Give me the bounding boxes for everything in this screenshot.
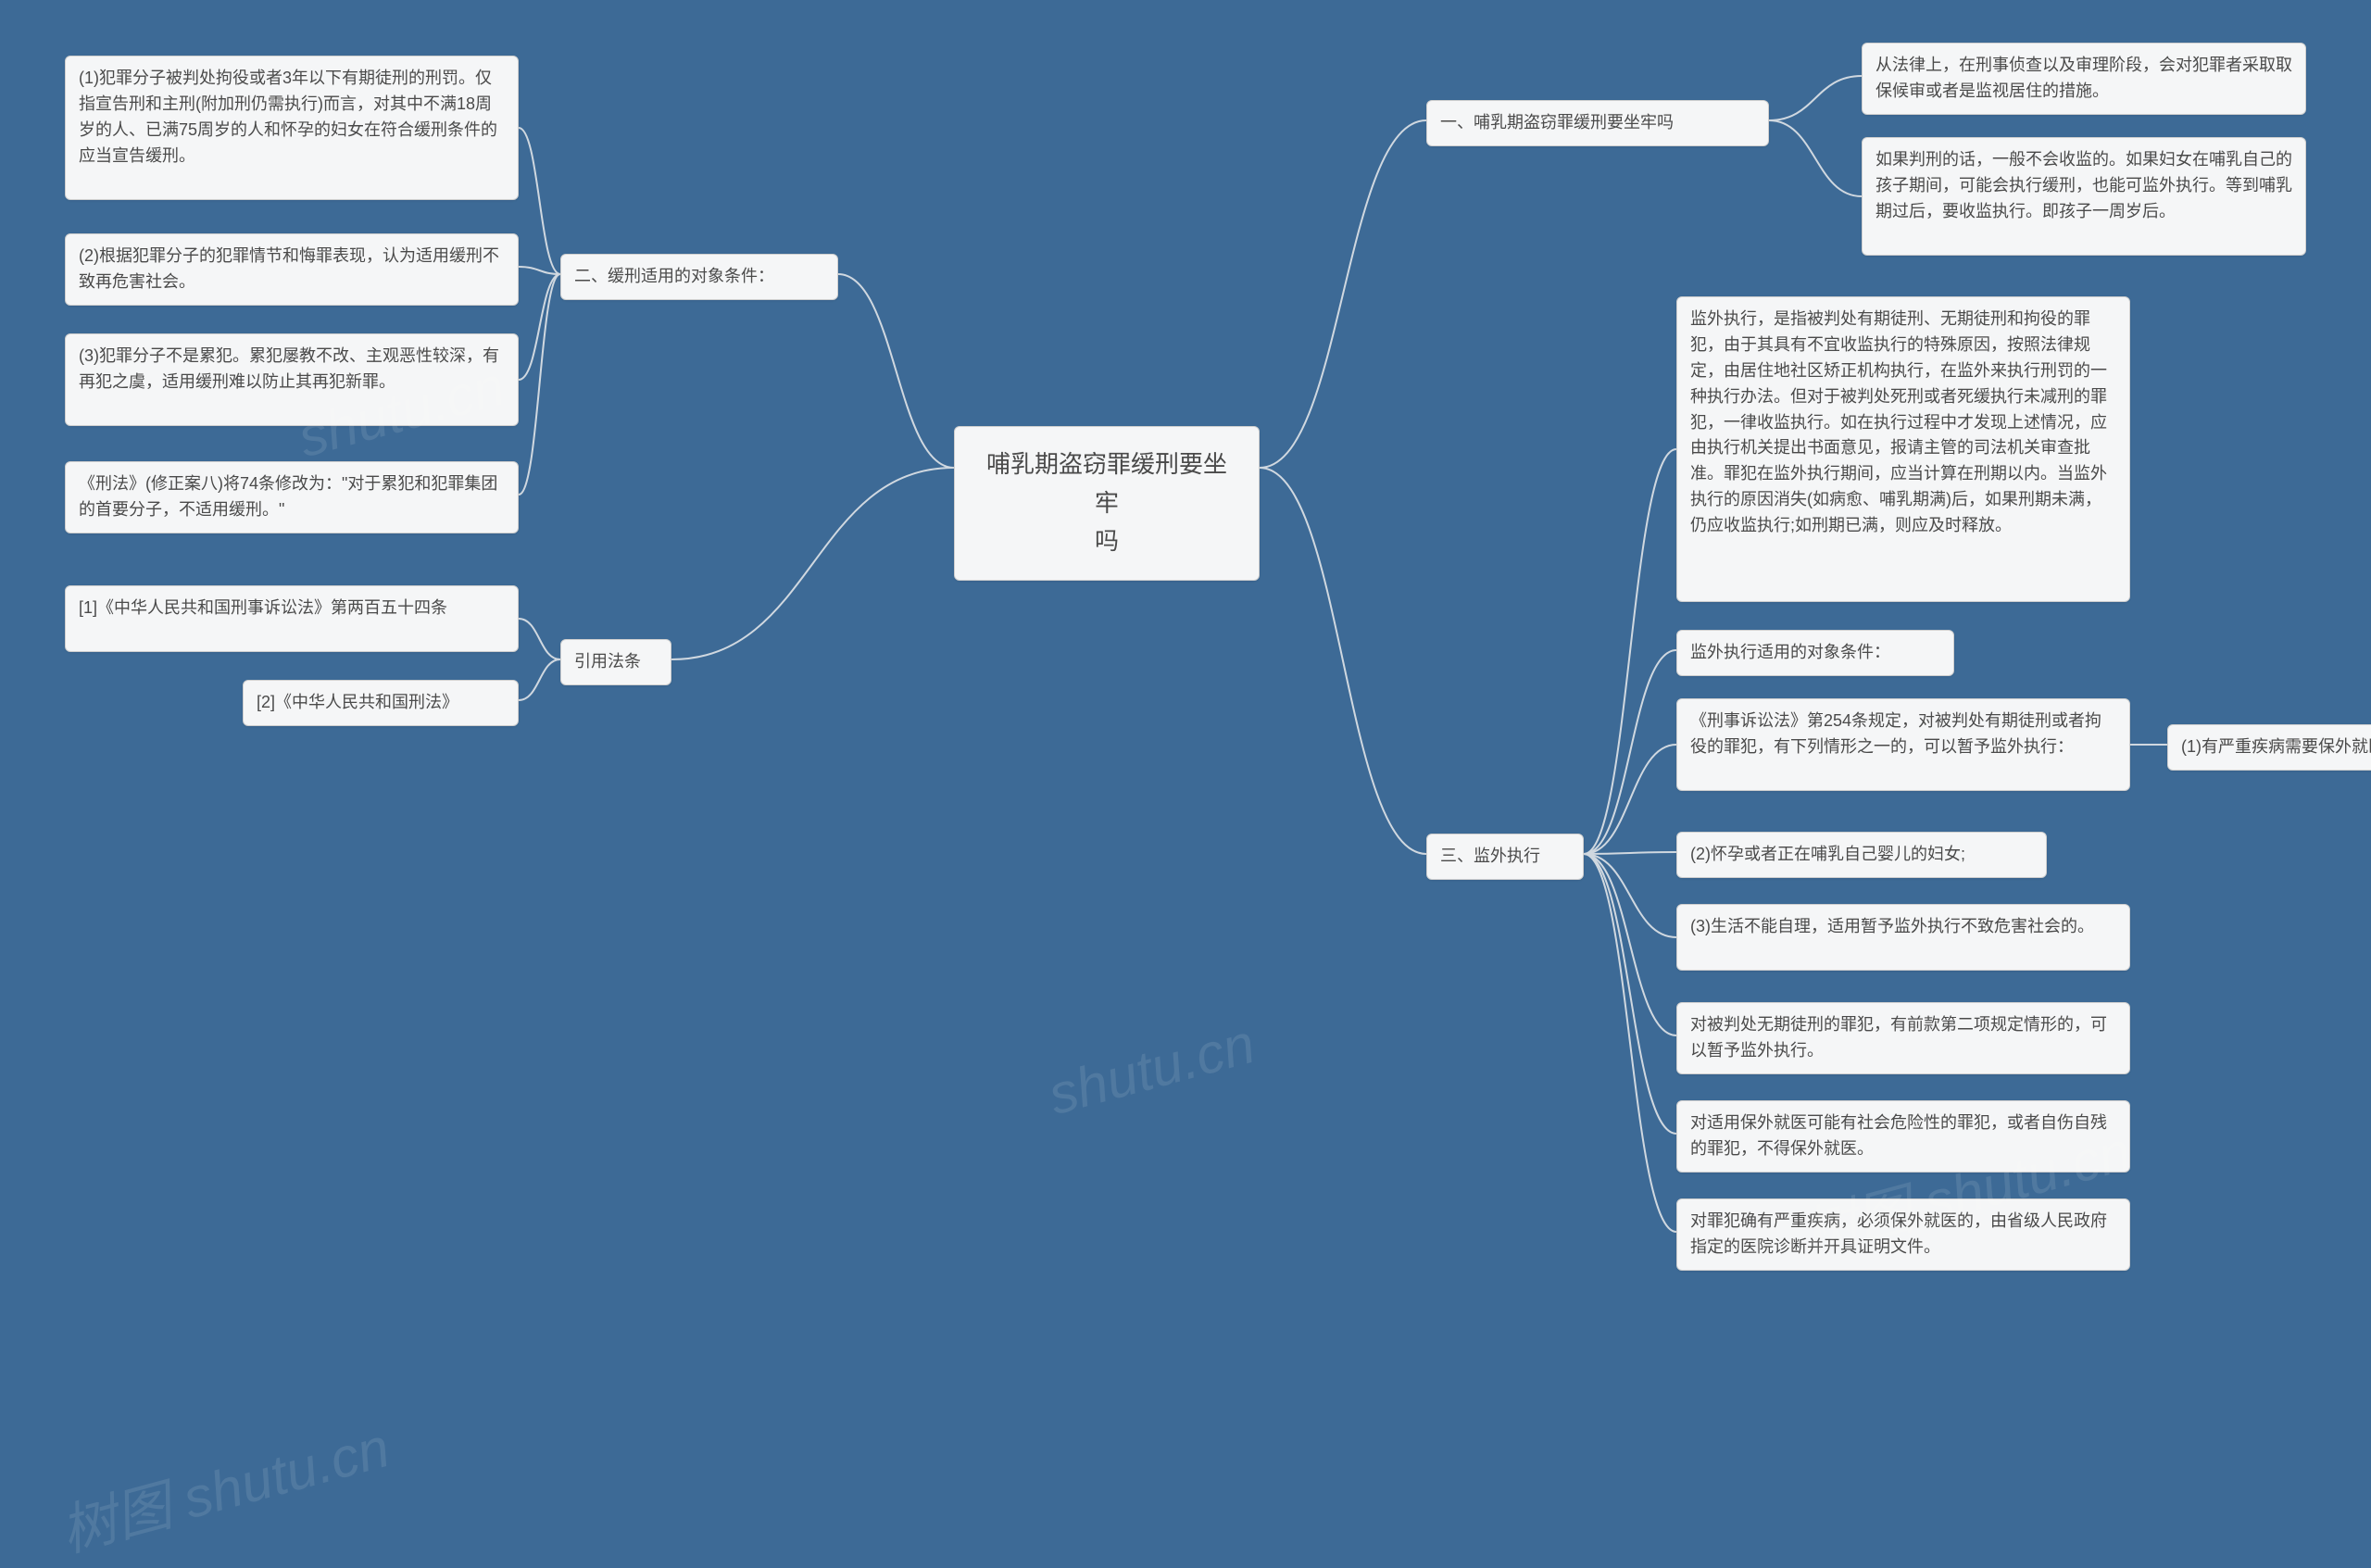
leaf-right-1-4: (3)生活不能自理，适用暂予监外执行不致危害社会的。 xyxy=(1676,904,2130,971)
leaf-right-1-2: 《刑事诉讼法》第254条规定，对被判处有期徒刑或者拘役的罪犯，有下列情形之一的，… xyxy=(1676,698,2130,791)
leaf-right-1-7: 对罪犯确有严重疾病，必须保外就医的，由省级人民政府指定的医院诊断并开具证明文件。 xyxy=(1676,1198,2130,1271)
leaf-right-1-6: 对适用保外就医可能有社会危险性的罪犯，或者自伤自残的罪犯，不得保外就医。 xyxy=(1676,1100,2130,1173)
branch-right-1: 三、监外执行 xyxy=(1426,834,1584,880)
watermark: shutu.cn xyxy=(1042,1011,1261,1127)
leaf-left-1-1: [2]《中华人民共和国刑法》 xyxy=(243,680,519,726)
leaf-right-1-1: 监外执行适用的对象条件： xyxy=(1676,630,1954,676)
leaf-left-0-0: (1)犯罪分子被判处拘役或者3年以下有期徒刑的刑罚。仅指宣告刑和主刑(附加刑仍需… xyxy=(65,56,519,200)
branch-left-1: 引用法条 xyxy=(560,639,671,685)
leaf-left-0-2: (3)犯罪分子不是累犯。累犯屡教不改、主观恶性较深，有再犯之虞，适用缓刑难以防止… xyxy=(65,333,519,426)
leaf-right-1-5: 对被判处无期徒刑的罪犯，有前款第二项规定情形的，可以暂予监外执行。 xyxy=(1676,1002,2130,1074)
leaf-right-1-3: (2)怀孕或者正在哺乳自己婴儿的妇女; xyxy=(1676,832,2047,878)
leaf-left-0-3: 《刑法》(修正案八)将74条修改为："对于累犯和犯罪集团的首要分子，不适用缓刑。… xyxy=(65,461,519,533)
leaf-right-0-0: 从法律上，在刑事侦查以及审理阶段，会对犯罪者采取取保候审或者是监视居住的措施。 xyxy=(1862,43,2306,115)
leaf-right-1-2-0: (1)有严重疾病需要保外就医的; xyxy=(2167,724,2371,771)
mindmap-center: 哺乳期盗窃罪缓刑要坐牢吗 xyxy=(954,426,1260,581)
leaf-right-0-1: 如果判刑的话，一般不会收监的。如果妇女在哺乳自己的孩子期间，可能会执行缓刑，也能… xyxy=(1862,137,2306,256)
branch-right-0: 一、哺乳期盗窃罪缓刑要坐牢吗 xyxy=(1426,100,1769,146)
watermark: 树图 shutu.cn xyxy=(51,1402,397,1567)
branch-left-0: 二、缓刑适用的对象条件： xyxy=(560,254,838,300)
leaf-left-1-0: [1]《中华人民共和国刑事诉讼法》第两百五十四条 xyxy=(65,585,519,652)
leaf-right-1-0: 监外执行，是指被判处有期徒刑、无期徒刑和拘役的罪犯，由于其具有不宜收监执行的特殊… xyxy=(1676,296,2130,602)
leaf-left-0-1: (2)根据犯罪分子的犯罪情节和悔罪表现，认为适用缓刑不致再危害社会。 xyxy=(65,233,519,306)
